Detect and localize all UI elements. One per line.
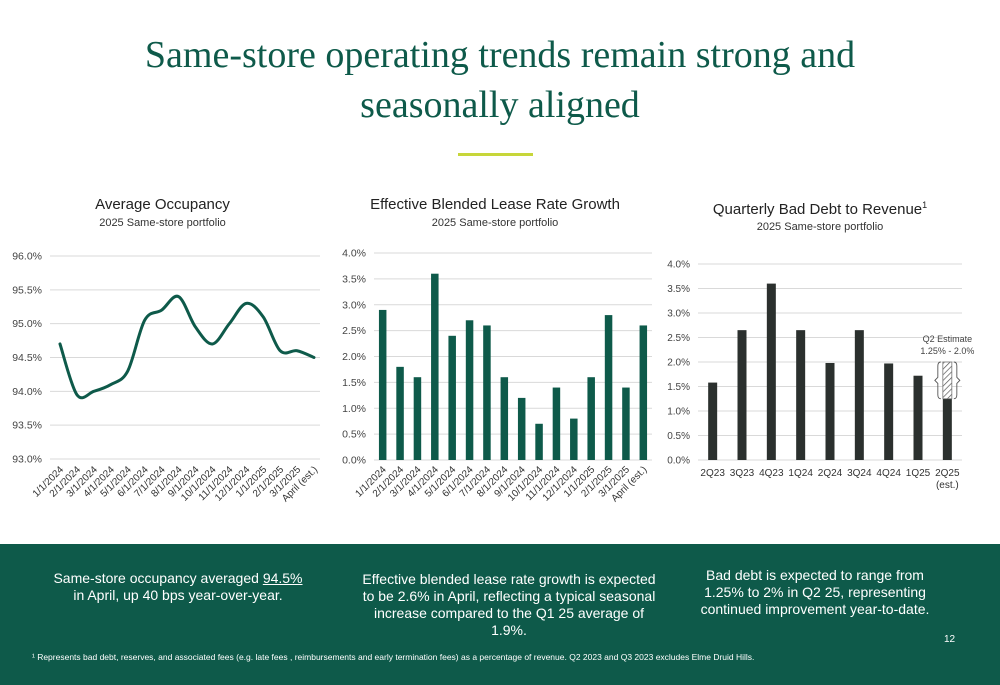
y-tick-label: 3.0% [667, 309, 690, 320]
bar [396, 366, 404, 460]
y-tick-label: 1.5% [667, 382, 690, 393]
y-tick-label: 2.5% [342, 325, 366, 337]
bar [622, 387, 630, 460]
bar [708, 382, 718, 460]
baddebt-chart-title: Quarterly Bad Debt to Revenue1 [700, 200, 940, 218]
bar [448, 335, 456, 460]
y-tick-label: 2.0% [667, 358, 690, 369]
footnote: ¹ Represents bad debt, reserves, and ass… [32, 652, 755, 662]
bar [796, 330, 806, 460]
lease-bar-chart: 0.0%0.5%1.0%1.5%2.0%2.5%3.0%3.5%4.0%1/1/… [342, 248, 652, 504]
lease-summary: Effective blended lease rate growth is e… [362, 571, 656, 638]
bar [465, 320, 474, 460]
bar [825, 362, 835, 460]
y-tick-label: 95.0% [12, 318, 42, 330]
title-line-1: Same-store operating trends remain stron… [144, 34, 856, 76]
occupancy-line [58, 294, 316, 400]
y-tick-label: 4.0% [342, 248, 366, 260]
y-tick-label: 0.5% [667, 431, 690, 442]
x-tick-label: 4Q24 [876, 468, 901, 479]
estimate-right-brace [953, 361, 961, 400]
estimate-label-range: 1.25% - 2.0% [920, 346, 974, 356]
x-tick-label: 1Q24 [788, 468, 813, 479]
bar [483, 325, 491, 460]
estimate-range-hatch [942, 361, 953, 400]
occupancy-chart-subtitle: 2025 Same-store portfolio [99, 217, 226, 229]
y-tick-label: 3.5% [342, 273, 366, 285]
y-tick-label: 96.0% [12, 251, 42, 263]
estimate-left-brace [934, 361, 941, 400]
y-tick-label: 93.0% [12, 454, 42, 466]
x-tick-label: 3Q24 [847, 468, 872, 479]
bar [552, 387, 561, 460]
bar [378, 309, 387, 460]
summary-band [0, 544, 1000, 685]
baddebt-bar-chart: 0.0% 0.5% 1.0% 1.5% 2.0% 2.5% 3.0% 3.5% 4.0% 2Q23… [667, 260, 974, 492]
baddebt-chart-title-text: Quarterly Bad Debt to Revenue [712, 201, 923, 218]
occupancy-summary: Same-store occupancy averaged 94.5% in A… [48, 570, 308, 604]
baddebt-summary: Bad debt is expected to range from 1.25%… [700, 567, 930, 617]
bar [884, 363, 894, 460]
title-underline [458, 153, 533, 156]
x-tick-label: 4Q23 [759, 468, 784, 479]
bar [854, 330, 864, 460]
baddebt-title-footnote-marker: 1 [922, 200, 928, 210]
bar [913, 375, 923, 460]
bar [604, 315, 613, 460]
x-tick-label: 1Q25 [906, 468, 931, 479]
bar [500, 377, 509, 460]
x-tick-label: 2Q25 [935, 468, 960, 479]
lease-chart-title: Effective Blended Lease Rate Growth [370, 196, 620, 213]
y-tick-label: 0.5% [342, 429, 366, 441]
x-tick-label: 2Q23 [700, 468, 725, 479]
page-title: Same-store operating trends remain stron… [0, 30, 1000, 130]
y-tick-label: 93.5% [12, 420, 42, 432]
x-tick-label: 2Q24 [818, 468, 843, 479]
y-tick-label: 95.5% [12, 284, 42, 296]
occupancy-line-chart: 93.0%93.5%94.0%94.5%95.0%95.5%96.0%1/1/2… [12, 251, 320, 505]
y-tick-label: 2.5% [667, 333, 690, 344]
estimate-label-title: Q2 Estimate [923, 334, 973, 344]
bar [535, 423, 543, 460]
y-tick-label: 0.0% [342, 455, 366, 467]
occupancy-summary-highlight: 94.5% [262, 570, 303, 586]
y-tick-label: 3.0% [342, 299, 366, 311]
x-tick-label: (est.) [936, 480, 959, 491]
bar [766, 283, 776, 460]
bar [570, 418, 578, 460]
y-tick-label: 1.5% [342, 377, 366, 389]
bar [413, 377, 422, 460]
occupancy-chart-title: Average Occupancy [95, 196, 230, 213]
y-tick-label: 1.0% [667, 407, 690, 418]
y-tick-label: 0.0% [667, 456, 690, 467]
bar [942, 398, 952, 460]
occupancy-summary-post: in April, up 40 bps year-over-year. [73, 587, 283, 603]
lease-chart-subtitle: 2025 Same-store portfolio [431, 217, 559, 229]
page-number: 12 [944, 634, 956, 645]
y-tick-label: 3.5% [667, 284, 690, 295]
y-tick-label: 1.0% [342, 403, 366, 415]
y-tick-label: 94.5% [12, 352, 42, 364]
bar [517, 397, 526, 460]
y-tick-label: 94.0% [12, 386, 42, 398]
occupancy-summary-pre: Same-store occupancy averaged [53, 570, 263, 586]
title-line-2: seasonally aligned [360, 84, 640, 126]
baddebt-chart-subtitle: 2025 Same-store portfolio [756, 221, 884, 233]
bar [587, 377, 595, 460]
x-tick-label: 3Q23 [730, 468, 755, 479]
bar [639, 325, 648, 460]
bar [737, 330, 747, 460]
y-tick-label: 4.0% [667, 260, 690, 271]
bar [431, 273, 439, 460]
y-tick-label: 2.0% [342, 351, 366, 363]
